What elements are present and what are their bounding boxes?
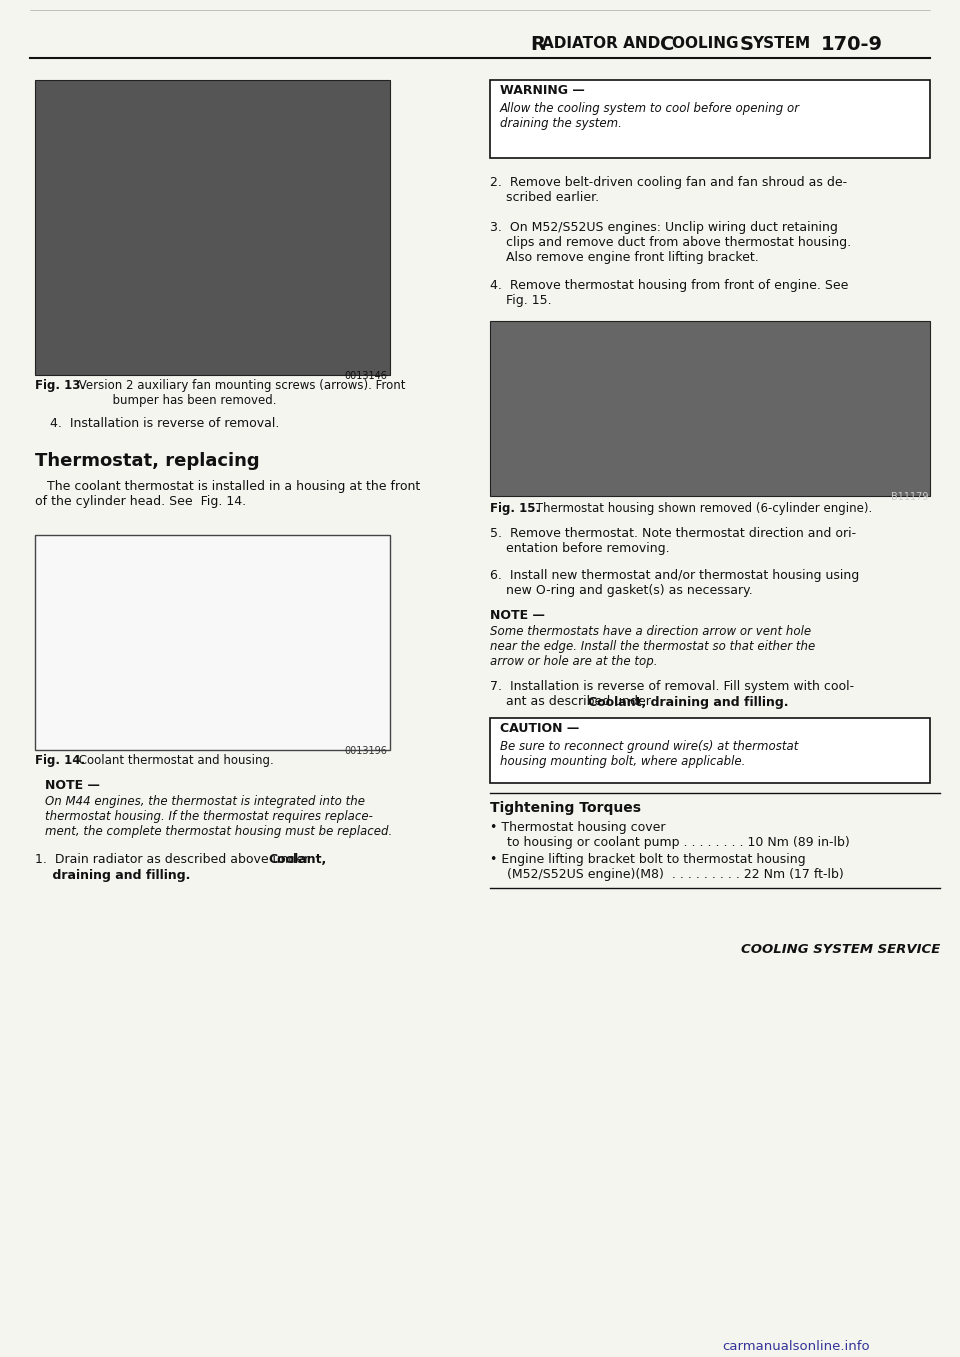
Text: 0013146: 0013146: [344, 370, 387, 381]
Text: 6.  Install new thermostat and/or thermostat housing using
    new O-ring and ga: 6. Install new thermostat and/or thermos…: [490, 569, 859, 597]
Text: OOLING: OOLING: [672, 37, 744, 52]
Text: B11179: B11179: [891, 493, 928, 502]
FancyBboxPatch shape: [490, 80, 930, 157]
Text: NOTE —: NOTE —: [45, 779, 100, 792]
Text: CAUTION —: CAUTION —: [500, 722, 579, 735]
Text: 0013196: 0013196: [344, 746, 387, 756]
Text: WARNING —: WARNING —: [500, 84, 585, 96]
Text: The coolant thermostat is installed in a housing at the front
of the cylinder he: The coolant thermostat is installed in a…: [35, 480, 420, 508]
FancyBboxPatch shape: [35, 80, 390, 375]
Text: Fig. 15.: Fig. 15.: [490, 502, 540, 516]
Text: Fig. 13.: Fig. 13.: [35, 379, 85, 392]
Text: Coolant, draining and filling.: Coolant, draining and filling.: [588, 696, 788, 708]
Text: COOLING SYSTEM SERVICE: COOLING SYSTEM SERVICE: [741, 943, 940, 955]
Text: 5.  Remove thermostat. Note thermostat direction and ori-
    entation before re: 5. Remove thermostat. Note thermostat di…: [490, 527, 856, 555]
Text: On M44 engines, the thermostat is integrated into the
thermostat housing. If the: On M44 engines, the thermostat is integr…: [45, 795, 393, 839]
Text: Thermostat, replacing: Thermostat, replacing: [35, 452, 259, 470]
Text: draining and filling.: draining and filling.: [35, 868, 190, 882]
Text: Coolant thermostat and housing.: Coolant thermostat and housing.: [75, 754, 274, 767]
Text: Some thermostats have a direction arrow or vent hole
near the edge. Install the : Some thermostats have a direction arrow …: [490, 626, 815, 668]
Text: 3.  On M52/S52US engines: Unclip wiring duct retaining
    clips and remove duct: 3. On M52/S52US engines: Unclip wiring d…: [490, 221, 852, 265]
Text: to housing or coolant pump . . . . . . . . 10 Nm (89 in-lb): to housing or coolant pump . . . . . . .…: [495, 836, 850, 849]
Text: Coolant,: Coolant,: [268, 854, 326, 866]
Text: R: R: [530, 34, 545, 53]
Text: 4.  Installation is reverse of removal.: 4. Installation is reverse of removal.: [50, 417, 279, 430]
Text: 7.  Installation is reverse of removal. Fill system with cool-
    ant as descri: 7. Installation is reverse of removal. F…: [490, 680, 854, 708]
Text: Allow the cooling system to cool before opening or
draining the system.: Allow the cooling system to cool before …: [500, 102, 800, 130]
Text: S: S: [740, 34, 754, 53]
Text: YSTEM: YSTEM: [752, 37, 821, 52]
Text: Tightening Torques: Tightening Torques: [490, 801, 641, 816]
Text: • Thermostat housing cover: • Thermostat housing cover: [490, 821, 665, 835]
FancyBboxPatch shape: [35, 535, 390, 750]
Text: NOTE —: NOTE —: [490, 609, 545, 622]
Text: Version 2 auxiliary fan mounting screws (arrows). Front
          bumper has bee: Version 2 auxiliary fan mounting screws …: [75, 379, 405, 407]
Text: 1.  Drain radiator as described above under: 1. Drain radiator as described above und…: [35, 854, 313, 866]
Text: Be sure to reconnect ground wire(s) at thermostat
housing mounting bolt, where a: Be sure to reconnect ground wire(s) at t…: [500, 740, 799, 768]
FancyBboxPatch shape: [490, 718, 930, 783]
Text: Fig. 14.: Fig. 14.: [35, 754, 85, 767]
Text: • Engine lifting bracket bolt to thermostat housing: • Engine lifting bracket bolt to thermos…: [490, 854, 805, 866]
Text: (M52/S52US engine)(M8)  . . . . . . . . . 22 Nm (17 ft-lb): (M52/S52US engine)(M8) . . . . . . . . .…: [495, 868, 844, 881]
FancyBboxPatch shape: [490, 322, 930, 497]
Text: ADIATOR AND: ADIATOR AND: [542, 37, 665, 52]
Text: 2.  Remove belt-driven cooling fan and fan shroud as de-
    scribed earlier.: 2. Remove belt-driven cooling fan and fa…: [490, 176, 847, 204]
Text: 4.  Remove thermostat housing from front of engine. See
    Fig. 15.: 4. Remove thermostat housing from front …: [490, 280, 849, 307]
Text: C: C: [660, 34, 674, 53]
Text: carmanualsonline.info: carmanualsonline.info: [722, 1339, 870, 1353]
Text: Thermostat housing shown removed (6-cylinder engine).: Thermostat housing shown removed (6-cyli…: [532, 502, 873, 516]
Text: 170-9: 170-9: [821, 34, 883, 53]
